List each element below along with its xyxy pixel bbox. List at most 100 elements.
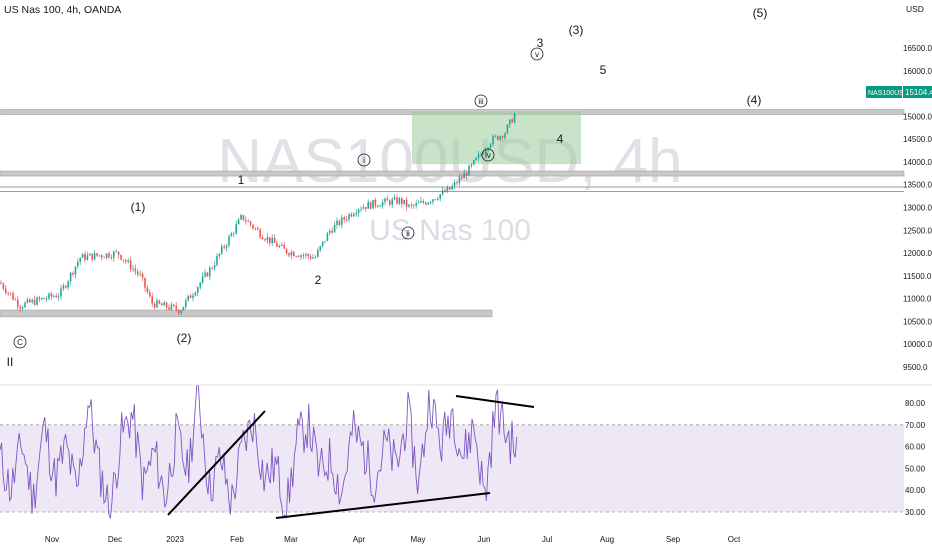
wave-v-ring xyxy=(530,47,544,61)
candle-body xyxy=(9,292,12,294)
candle-body xyxy=(485,150,487,154)
time-label-11: Oct xyxy=(728,535,741,544)
candle-body xyxy=(129,260,132,270)
candle-body xyxy=(247,221,249,223)
candle-body xyxy=(321,241,324,247)
wave-i: i xyxy=(363,156,365,165)
candle-body xyxy=(170,304,173,310)
candle-body xyxy=(74,266,77,275)
candle-body xyxy=(117,251,120,255)
candle-body xyxy=(254,228,257,230)
candle-body xyxy=(81,254,84,258)
support-zone-2 xyxy=(0,309,493,318)
candle-body xyxy=(139,273,141,275)
candle-body xyxy=(396,197,398,204)
candle-body xyxy=(281,244,283,246)
candle-body xyxy=(84,254,86,260)
candle-body xyxy=(489,144,492,148)
candle-body xyxy=(451,185,453,190)
candle-body xyxy=(57,296,60,298)
candle-body xyxy=(261,237,264,240)
price-tick-3: 15000.0 xyxy=(903,112,932,121)
candle-body xyxy=(29,299,31,303)
candle-body xyxy=(137,271,139,275)
time-label-4: Mar xyxy=(284,535,298,544)
price-tick-12: 10500.0 xyxy=(903,317,932,326)
wave-4-paren: (4) xyxy=(747,93,762,107)
candle-body xyxy=(494,135,497,137)
candle-body xyxy=(288,253,290,256)
candle-body xyxy=(48,293,50,299)
time-label-9: Aug xyxy=(600,535,614,544)
time-axis[interactable]: Nov Dec 2023 Feb Mar Apr May Jun Jul Aug Sep Oct xyxy=(45,535,741,544)
candle-body xyxy=(307,254,309,257)
candle-body xyxy=(475,157,477,161)
projection-box xyxy=(412,111,581,165)
candle-body xyxy=(249,221,252,225)
price-tick-0: 16500.0 xyxy=(903,44,932,53)
candle-body xyxy=(297,256,300,258)
candle-body xyxy=(101,255,103,258)
candle-body xyxy=(182,306,185,311)
wave-iii-ring xyxy=(474,94,488,108)
candle-body xyxy=(326,233,329,242)
time-label-5: Apr xyxy=(353,535,366,544)
candle-body xyxy=(513,113,516,123)
candle-body xyxy=(194,293,197,296)
candle-body xyxy=(410,204,413,206)
candle-body xyxy=(314,256,317,258)
wave-c-circle-icon: C xyxy=(17,338,23,347)
candle-body xyxy=(369,202,372,209)
candle-body xyxy=(134,268,137,272)
candle-body xyxy=(264,239,266,241)
wave-ii-ring xyxy=(401,226,415,240)
candle-body xyxy=(38,297,41,300)
candle-body xyxy=(355,213,357,215)
candle-body xyxy=(180,310,182,314)
candle-body xyxy=(108,253,110,258)
price-tick-1: 16000.0 xyxy=(903,67,932,76)
candle-body xyxy=(480,153,482,155)
candle-body xyxy=(317,250,319,257)
candle-body xyxy=(21,307,24,309)
candle-body xyxy=(446,187,449,192)
price-axis[interactable]: USD 16500.016000.015500.015000.014500.01… xyxy=(903,4,932,372)
candle-body xyxy=(449,187,451,190)
candle-body xyxy=(218,253,221,257)
candle-body xyxy=(173,304,175,306)
candle-body xyxy=(206,272,209,277)
rsi-tick-4: 40.00 xyxy=(905,486,926,495)
candle-body xyxy=(309,256,312,259)
candle-body xyxy=(348,214,350,220)
candle-body xyxy=(240,215,242,220)
candle-body xyxy=(401,198,403,204)
candle-body xyxy=(437,198,439,200)
candle-body xyxy=(439,194,441,199)
candle-body xyxy=(93,253,96,260)
wave-2-paren: (2) xyxy=(177,331,192,345)
candle-body xyxy=(79,257,81,262)
candle-body xyxy=(434,199,437,201)
price-tick-6: 13500.0 xyxy=(903,181,932,190)
candle-body xyxy=(456,182,458,184)
candle-body xyxy=(115,251,117,253)
candle-body xyxy=(341,217,343,225)
candle-body xyxy=(141,273,144,278)
candle-body xyxy=(72,272,74,275)
candle-body xyxy=(197,287,199,294)
candle-body xyxy=(290,251,293,256)
candle-body xyxy=(185,300,187,307)
rsi-axis[interactable]: 80.00 70.00 60.00 50.00 40.00 30.00 xyxy=(905,399,926,517)
candle-body xyxy=(384,198,386,202)
candle-body xyxy=(283,244,285,249)
candle-body xyxy=(245,219,247,222)
candle-body xyxy=(53,296,55,298)
candle-body xyxy=(273,237,276,244)
candle-body xyxy=(151,296,153,304)
time-label-1: Dec xyxy=(108,535,122,544)
candle-body xyxy=(161,303,163,306)
candle-body xyxy=(377,205,379,207)
candle-body xyxy=(105,253,108,258)
